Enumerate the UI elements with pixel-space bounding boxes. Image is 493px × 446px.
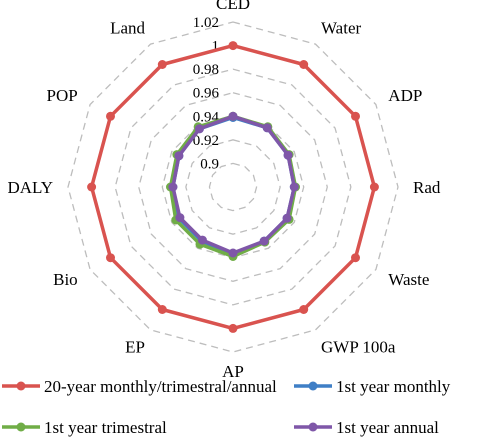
series-0-point-3 (369, 182, 379, 192)
legend-swatch-marker-3 (308, 422, 318, 432)
grid-ring-1 (208, 162, 258, 212)
series-layer (87, 41, 379, 333)
axis-label-6: AP (222, 362, 244, 381)
legend-label-1: 1st year monthly (336, 377, 451, 396)
axis-label-3: Rad (413, 178, 441, 197)
tick-label-1: 0.9 (200, 156, 219, 172)
axis-label-9: DALY (7, 178, 53, 197)
series-3-point-1 (262, 123, 272, 133)
series-0-point-2 (351, 111, 360, 121)
axis-label-1: Water (321, 19, 361, 38)
series-0-point-9 (87, 182, 97, 192)
series-0-point-1 (299, 60, 309, 69)
tick-label-7: 1.02 (193, 15, 219, 31)
axis-label-5: GWP 100a (321, 337, 396, 356)
grid-ring-5 (114, 68, 352, 306)
axis-label-7: EP (125, 337, 145, 356)
grid-ring-7 (67, 21, 399, 353)
tick-label-5: 0.98 (193, 62, 219, 78)
axis-label-2: ADP (388, 86, 422, 105)
axis-label-11: Land (110, 19, 145, 38)
series-0-point-6 (228, 323, 238, 333)
axis-label-10: POP (47, 86, 78, 105)
series-0-point-7 (157, 305, 167, 314)
tick-label-2: 0.92 (193, 133, 219, 149)
series-3-point-3 (289, 182, 299, 192)
series-0-point-4 (351, 253, 360, 263)
series-3-point-9 (168, 182, 178, 192)
axis-label-4: Waste (388, 270, 429, 289)
series-3-point-4 (282, 213, 292, 223)
legend-item-0: 20-year monthly/trimestral/annual (2, 377, 277, 396)
legend-label-2: 1st year trimestral (44, 418, 167, 437)
series-0-point-8 (106, 253, 115, 263)
grid-ring-2 (185, 139, 281, 235)
grid-ring-4 (138, 92, 328, 282)
axis-labels: CED Water ADP Rad Waste GWP 100a AP EP Bio DALY PO… (7, 0, 440, 381)
series-0-point-5 (299, 305, 309, 314)
legend: 20-year monthly/trimestral/annual 1st yea… (2, 377, 451, 437)
series-3-point-0 (228, 111, 238, 121)
legend-label-0: 20-year monthly/trimestral/annual (44, 377, 277, 396)
series-3-point-2 (283, 150, 293, 160)
legend-label-3: 1st year annual (336, 418, 439, 437)
series-0-point-10 (106, 111, 115, 121)
legend-swatch-marker-0 (16, 381, 26, 391)
grid-ring-3 (161, 115, 305, 259)
series-3-point-8 (175, 213, 185, 223)
legend-item-1: 1st year monthly (294, 377, 451, 396)
grid-ring-6 (90, 44, 376, 330)
series-0-point-0 (228, 41, 238, 51)
legend-swatch-marker-1 (308, 381, 318, 391)
series-3 (168, 111, 299, 258)
axis-label-0: CED (216, 0, 250, 13)
series-3-point-11 (194, 124, 204, 134)
series-3-point-10 (174, 151, 184, 161)
series-0 (87, 41, 379, 333)
radar-grid (67, 21, 399, 353)
series-line-2 (168, 114, 298, 259)
legend-item-3: 1st year annual (294, 418, 439, 437)
legend-swatch-marker-2 (16, 422, 26, 432)
series-0-point-11 (157, 60, 167, 69)
series-3-point-7 (197, 235, 207, 245)
series-3-point-5 (259, 236, 269, 246)
series-3-point-6 (228, 248, 238, 258)
tick-label-4: 0.96 (193, 86, 220, 102)
series-line-0 (89, 43, 377, 331)
axis-label-8: Bio (53, 270, 78, 289)
tick-label-6: 1 (212, 39, 220, 55)
legend-item-2: 1st year trimestral (2, 418, 167, 437)
